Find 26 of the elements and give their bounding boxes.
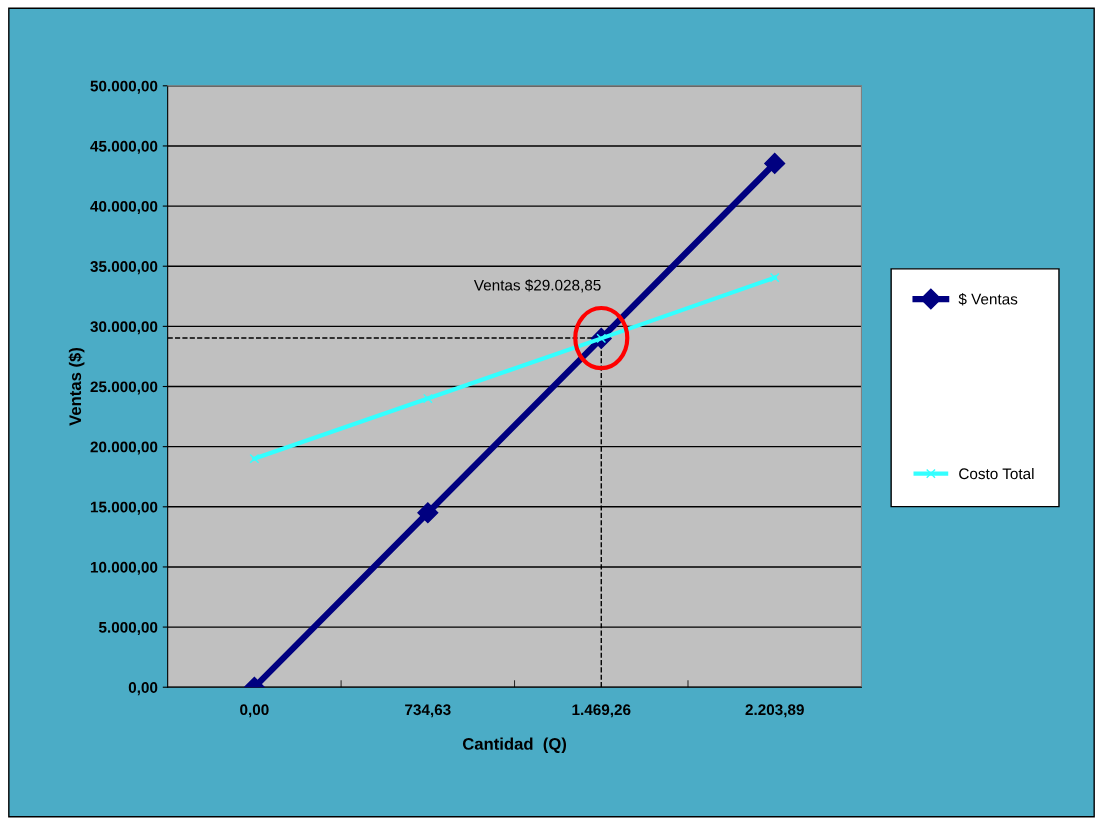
y-tick-label: 40.000,00 <box>90 200 158 214</box>
x-axis-title: Cantidad (Q) <box>462 737 567 754</box>
point <box>769 272 780 283</box>
y-tick-label: 15.000,00 <box>90 501 158 515</box>
x-tick-label: 734,63 <box>405 704 451 718</box>
y-axis-title: Ventas ($) <box>68 347 85 426</box>
y-tick-label: 25.000,00 <box>90 381 158 395</box>
x-tick-label: 1.469,26 <box>572 704 631 718</box>
point <box>417 502 439 524</box>
x-tick-label: 2.203,89 <box>745 704 804 718</box>
point <box>422 393 433 404</box>
line-series <box>249 272 780 464</box>
annotation: Ventas $29.028,85 <box>473 279 601 293</box>
y-tick-label: 45.000,00 <box>90 140 158 154</box>
y-tick-label: 50.000,00 <box>90 80 158 94</box>
y-tick-label: 35.000,00 <box>90 261 158 275</box>
point <box>764 152 786 174</box>
legend-label: Costo Total <box>959 467 1034 480</box>
y-tick-label: 0,00 <box>128 682 158 696</box>
y-tick-label: 10.000,00 <box>90 561 158 575</box>
point <box>249 453 260 464</box>
x-tick-label: 0,00 <box>240 704 269 718</box>
legend-label: $ Ventas <box>958 293 1018 306</box>
y-tick-label: 20.000,00 <box>90 441 158 455</box>
y-tick-label: 5.000,00 <box>98 621 158 635</box>
y-tick-label: 30.000,00 <box>90 321 158 335</box>
